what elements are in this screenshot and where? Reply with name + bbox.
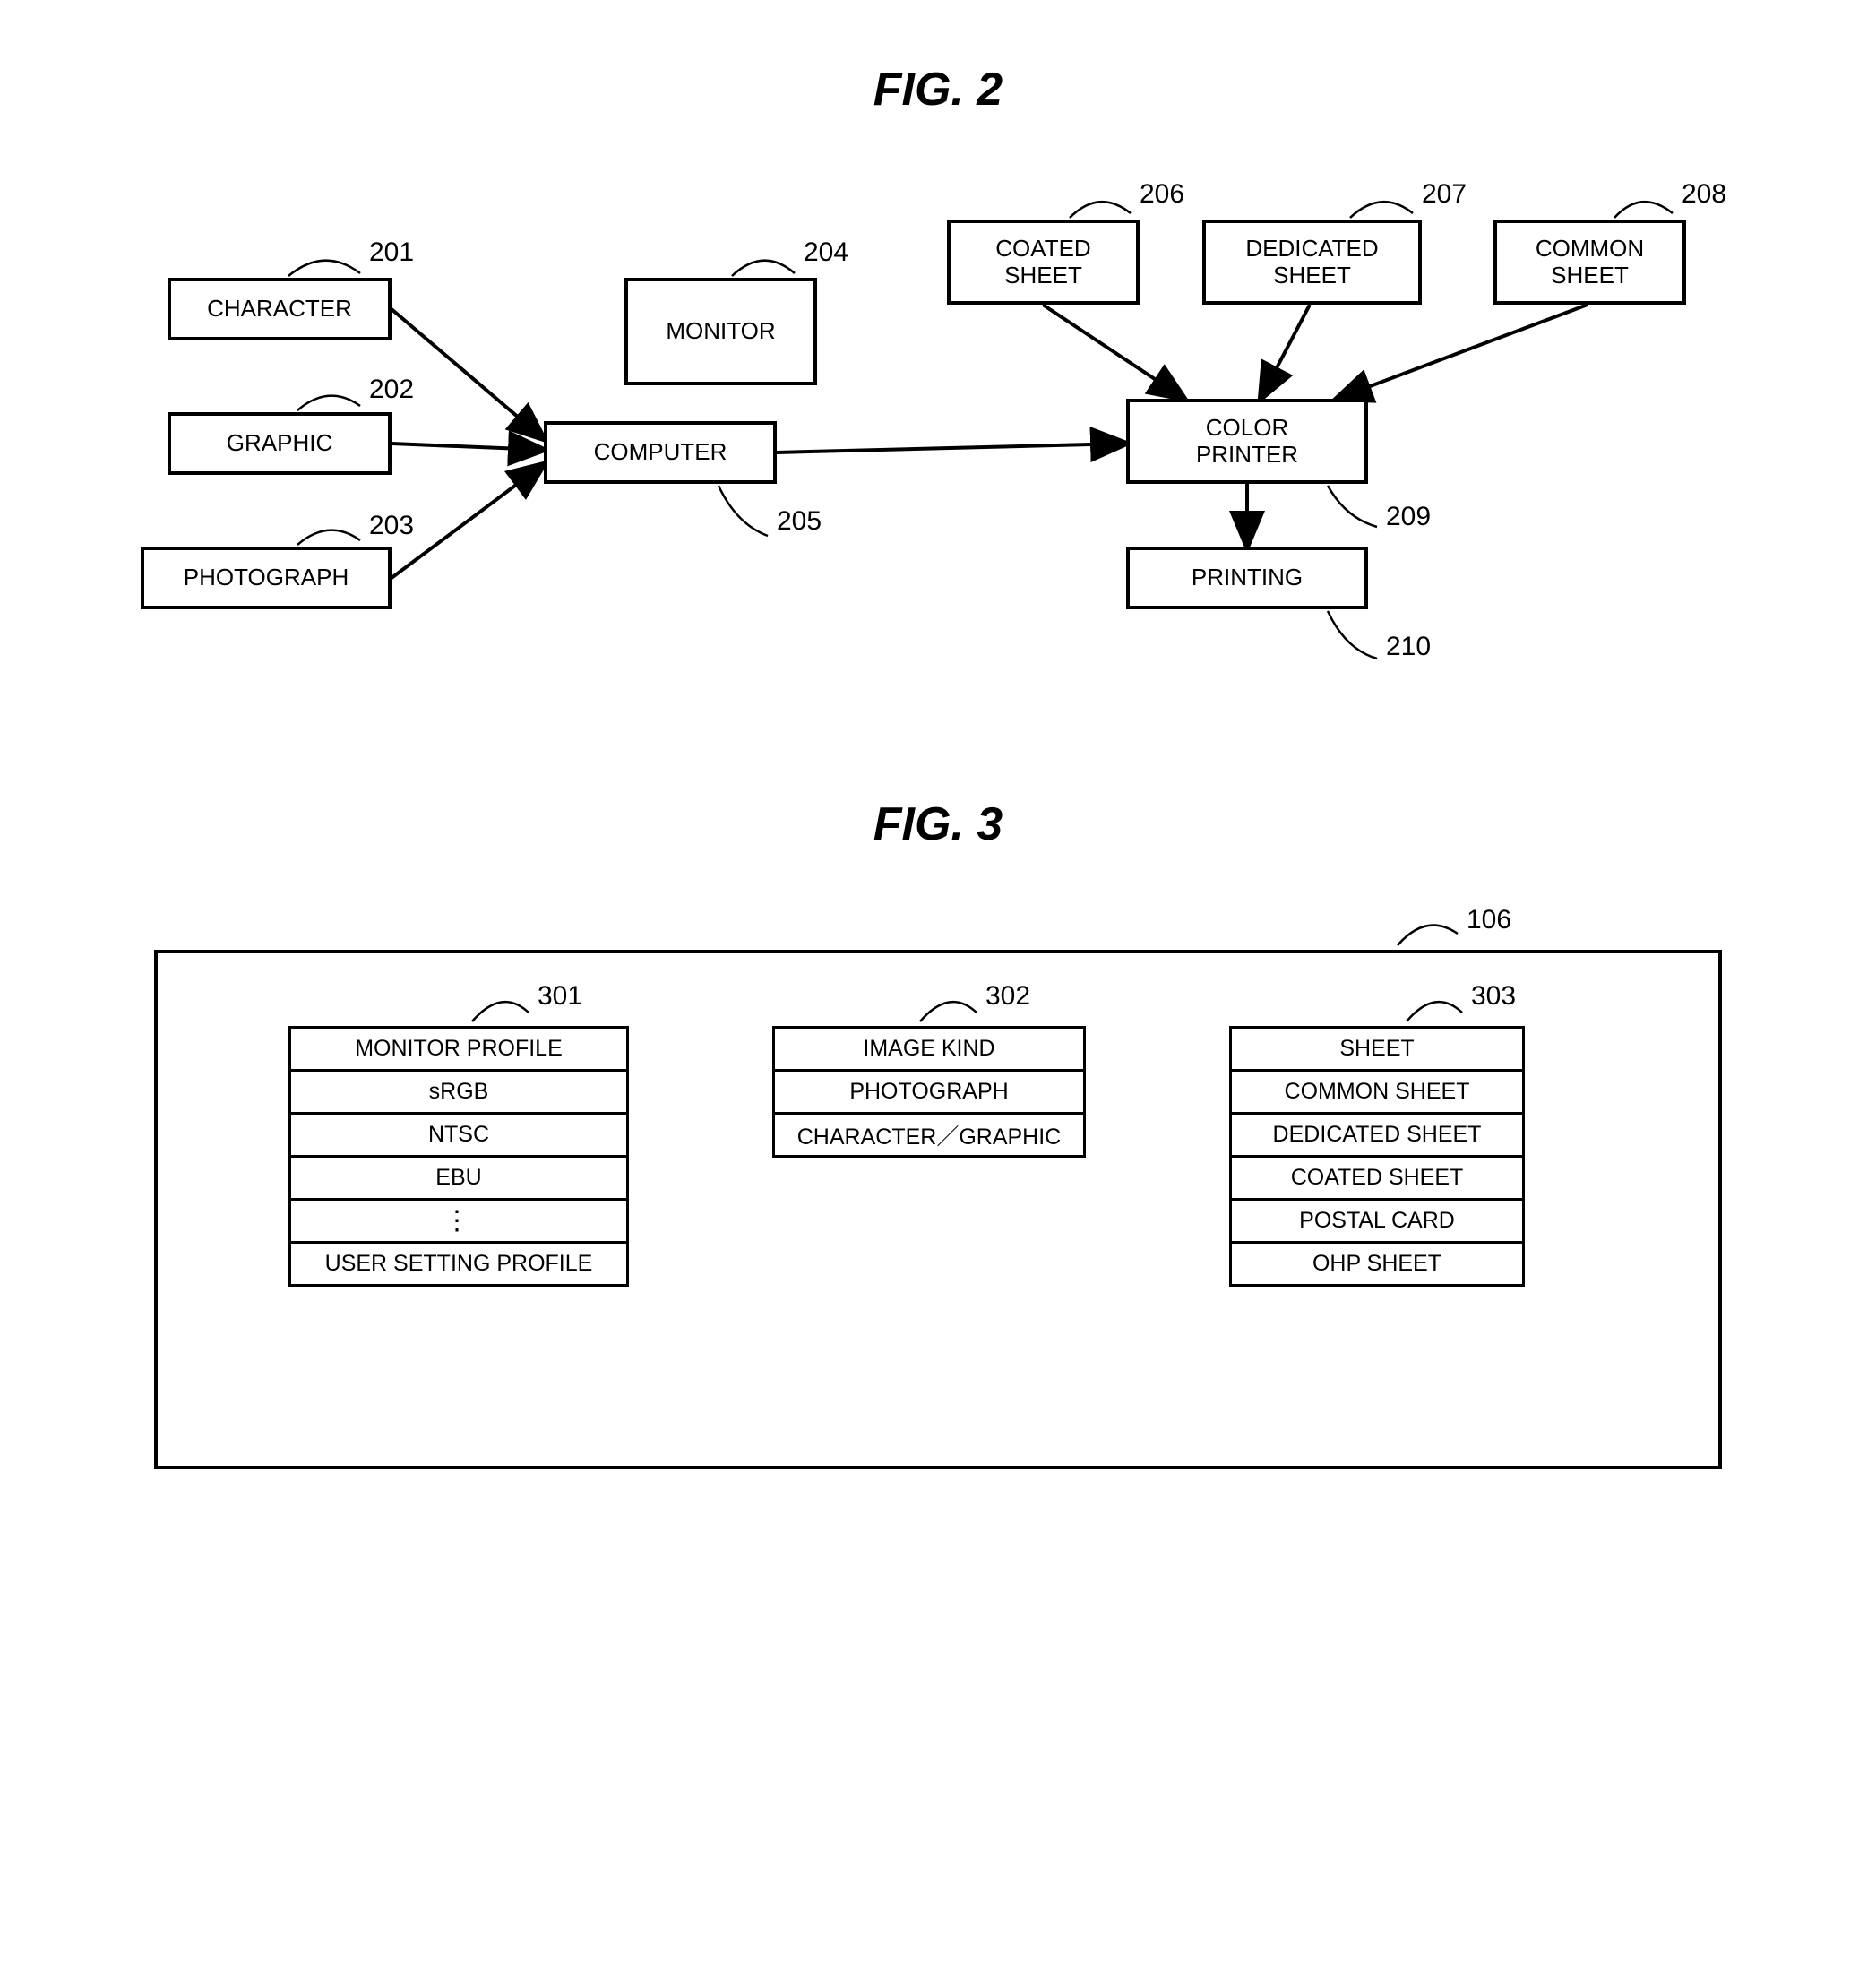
col2-row2: CHARACTER／GRAPHIC: [772, 1112, 1086, 1158]
ref-201: 201: [369, 237, 414, 268]
edge-computer-printer: [777, 444, 1126, 452]
ref-209: 209: [1386, 502, 1431, 532]
node-character: CHARACTER: [168, 278, 392, 340]
col3-row3: COATED SHEET: [1229, 1155, 1525, 1201]
ref-210: 210: [1386, 632, 1431, 662]
ref-204: 204: [804, 237, 848, 268]
fig3-title: FIG. 3: [36, 797, 1840, 851]
edge-dedicated-printer: [1261, 305, 1310, 399]
node-common: COMMON SHEET: [1493, 220, 1686, 305]
col3-row0: SHEET: [1229, 1026, 1525, 1072]
ref-106: 106: [1467, 905, 1511, 935]
col2-row0: IMAGE KIND: [772, 1026, 1086, 1072]
node-monitor: MONITOR: [624, 278, 817, 385]
col1-row4: ⋮: [288, 1198, 629, 1244]
col3-row2: DEDICATED SHEET: [1229, 1112, 1525, 1158]
edge-coated-printer: [1043, 305, 1184, 399]
node-graphic: GRAPHIC: [168, 412, 392, 475]
ref-206: 206: [1140, 179, 1184, 210]
col1-row0: MONITOR PROFILE: [288, 1026, 629, 1072]
node-printer: COLOR PRINTER: [1126, 399, 1368, 484]
leader-302: [920, 1002, 977, 1021]
fig2-diagram: CHARACTER GRAPHIC PHOTOGRAPH MONITOR COMPUTE…: [109, 152, 1767, 708]
edge-photograph-computer: [392, 464, 544, 578]
ref-202: 202: [369, 375, 414, 405]
node-printing: PRINTING: [1126, 547, 1368, 609]
ref-207: 207: [1422, 179, 1467, 210]
ref-301: 301: [538, 981, 582, 1012]
leader-206: [1070, 202, 1131, 218]
ref-302: 302: [985, 981, 1030, 1012]
leader-210: [1328, 611, 1377, 659]
leader-202: [297, 396, 360, 410]
ref-205: 205: [777, 506, 822, 537]
col1-row1: sRGB: [288, 1069, 629, 1115]
col2-row1: PHOTOGRAPH: [772, 1069, 1086, 1115]
node-computer: COMPUTER: [544, 421, 777, 484]
ref-208: 208: [1682, 179, 1726, 210]
leader-106: [1398, 926, 1458, 945]
edge-character-computer: [392, 309, 544, 439]
leader-203: [297, 530, 360, 545]
edge-graphic-computer: [392, 444, 544, 450]
leader-205: [719, 486, 768, 536]
ref-303: 303: [1471, 981, 1516, 1012]
edge-common-printer: [1337, 305, 1588, 399]
node-coated: COATED SHEET: [947, 220, 1140, 305]
fig2-title: FIG. 2: [36, 63, 1840, 116]
col3-row1: COMMON SHEET: [1229, 1069, 1525, 1115]
node-dedicated: DEDICATED SHEET: [1202, 220, 1422, 305]
leader-208: [1614, 202, 1673, 218]
leader-303: [1407, 1002, 1462, 1021]
leader-209: [1328, 486, 1377, 527]
col1-row3: EBU: [288, 1155, 629, 1201]
leader-207: [1350, 202, 1413, 218]
fig3-diagram: MONITOR PROFILEsRGBNTSCEBU⋮USER SETTING …: [109, 887, 1767, 1514]
col1-row2: NTSC: [288, 1112, 629, 1158]
ref-203: 203: [369, 511, 414, 541]
col3-row4: POSTAL CARD: [1229, 1198, 1525, 1244]
leader-204: [732, 261, 795, 276]
col1-row5: USER SETTING PROFILE: [288, 1241, 629, 1287]
node-photograph: PHOTOGRAPH: [141, 547, 392, 609]
leader-301: [472, 1002, 529, 1021]
leader-201: [288, 261, 360, 276]
col3-row5: OHP SHEET: [1229, 1241, 1525, 1287]
